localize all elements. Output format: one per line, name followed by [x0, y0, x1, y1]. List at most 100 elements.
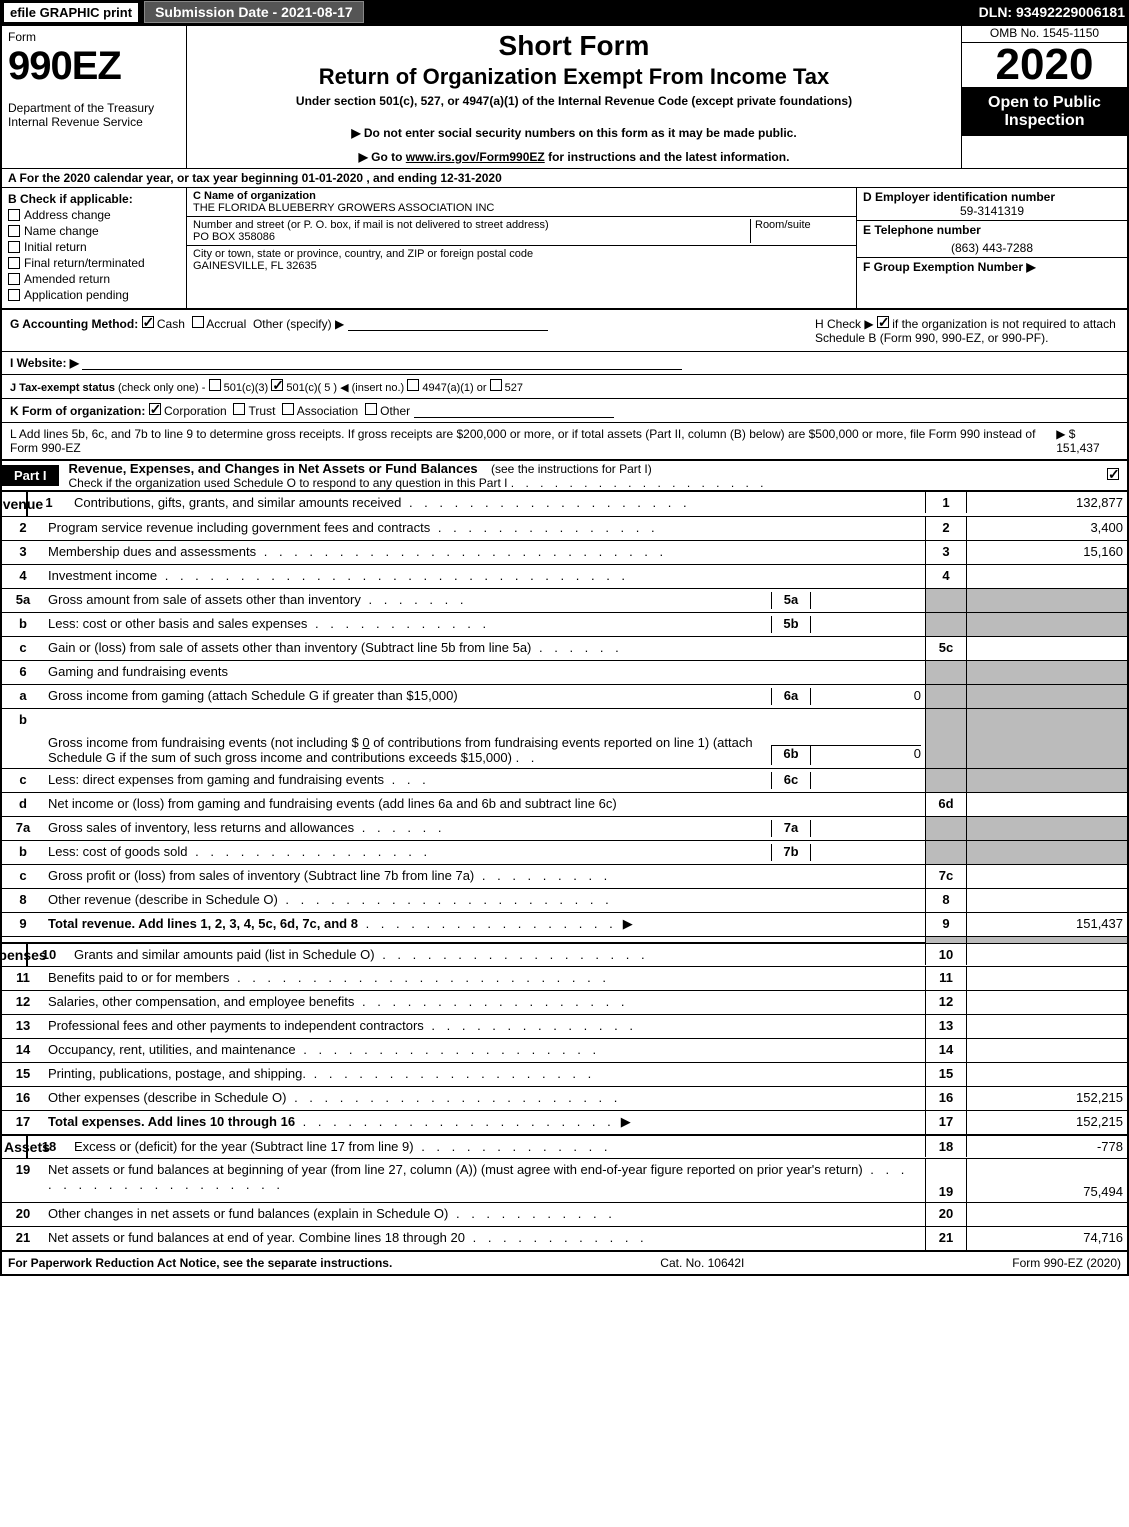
- revenue-side-label: Revenue: [0, 496, 43, 512]
- desc-20: Other changes in net assets or fund bala…: [48, 1206, 448, 1221]
- label-association: Association: [297, 404, 358, 418]
- sub-amt-5a: [811, 592, 921, 609]
- f-label: F Group Exemption Number ▶: [863, 260, 1121, 274]
- checkbox-association[interactable]: [282, 403, 294, 415]
- section-i: I Website: ▶: [2, 352, 1127, 375]
- submission-date-button[interactable]: Submission Date - 2021-08-17: [144, 1, 364, 23]
- amt-16: 152,215: [967, 1087, 1127, 1110]
- ln-4: 4: [2, 565, 44, 588]
- efile-print-button[interactable]: efile GRAPHIC print: [4, 3, 138, 22]
- label-other: Other (specify) ▶: [253, 317, 344, 331]
- checkbox-corporation[interactable]: [149, 403, 161, 415]
- checkbox-other-org[interactable]: [365, 403, 377, 415]
- k-label: K Form of organization:: [10, 404, 145, 418]
- org-info-grid: B Check if applicable: Address change Na…: [0, 187, 1129, 310]
- checkbox-4947[interactable]: [407, 379, 419, 391]
- checkbox-application-pending[interactable]: [8, 289, 20, 301]
- part1-header: Part I Revenue, Expenses, and Changes in…: [0, 461, 1129, 492]
- checkbox-amended-return[interactable]: [8, 273, 20, 285]
- checkbox-501c[interactable]: [271, 379, 283, 391]
- section-k: K Form of organization: Corporation Trus…: [2, 399, 1127, 423]
- col-5a-shade: [925, 589, 967, 612]
- row-2: 2 Program service revenue including gove…: [2, 516, 1127, 540]
- top-bar-left: efile GRAPHIC print Submission Date - 20…: [4, 1, 364, 23]
- sub-n-5a: 5a: [771, 592, 811, 609]
- ln-5a: 5a: [2, 589, 44, 612]
- col-3: 3: [925, 541, 967, 564]
- row-6b: b Gross income from fundraising events (…: [2, 708, 1127, 768]
- ln-11: 11: [2, 967, 44, 990]
- desc-11: Benefits paid to or for members: [48, 970, 229, 985]
- amt-14: [967, 1039, 1127, 1062]
- row-7a: 7a Gross sales of inventory, less return…: [2, 816, 1127, 840]
- amt-2: 3,400: [967, 517, 1127, 540]
- section-def: D Employer identification number 59-3141…: [857, 188, 1127, 308]
- j-small: (check only one) -: [118, 382, 205, 394]
- checkbox-name-change[interactable]: [8, 225, 20, 237]
- sub-n-6c: 6c: [771, 772, 811, 789]
- ln-13: 13: [2, 1015, 44, 1038]
- amt-5c: [967, 637, 1127, 660]
- sub-n-7b: 7b: [771, 844, 811, 861]
- row-20: 20 Other changes in net assets or fund b…: [2, 1202, 1127, 1226]
- other-specify-input[interactable]: [348, 317, 548, 331]
- dots: . . . . . . . . . . . . . . . . . .: [511, 476, 768, 490]
- amt-1: 132,877: [967, 492, 1127, 513]
- goto-link[interactable]: www.irs.gov/Form990EZ: [406, 150, 545, 164]
- header-center: Short Form Return of Organization Exempt…: [187, 26, 962, 168]
- d-label: D Employer identification number: [863, 190, 1121, 204]
- amt-7c: [967, 865, 1127, 888]
- col-7c: 7c: [925, 865, 967, 888]
- row-6a: a Gross income from gaming (attach Sched…: [2, 684, 1127, 708]
- row-7c: c Gross profit or (loss) from sales of i…: [2, 864, 1127, 888]
- dln-text: DLN: 93492229006181: [979, 4, 1125, 20]
- label-527: 527: [505, 382, 523, 394]
- fill-6b: 0: [362, 735, 369, 750]
- checkbox-schedule-o[interactable]: [1107, 468, 1119, 480]
- row-4: 4 Investment income . . . . . . . . . . …: [2, 564, 1127, 588]
- section-h: H Check ▶ if the organization is not req…: [807, 310, 1127, 351]
- amt-7b-shade: [967, 841, 1127, 864]
- other-org-input[interactable]: [414, 404, 614, 418]
- amt-6a-shade: [967, 685, 1127, 708]
- c-street-label: Number and street (or P. O. box, if mail…: [193, 219, 549, 231]
- checkbox-accrual[interactable]: [192, 316, 204, 328]
- row-5c: c Gain or (loss) from sale of assets oth…: [2, 636, 1127, 660]
- checkbox-527[interactable]: [490, 379, 502, 391]
- sub-n-7a: 7a: [771, 820, 811, 837]
- desc-5c: Gain or (loss) from sale of assets other…: [48, 640, 531, 655]
- ghij-section: G Accounting Method: Cash Accrual Other …: [0, 310, 1129, 461]
- footer-left: For Paperwork Reduction Act Notice, see …: [8, 1256, 392, 1270]
- sub-amt-7a: [811, 820, 921, 837]
- part1-table: Revenue 1 Contributions, gifts, grants, …: [0, 492, 1129, 1252]
- amt-5b-shade: [967, 613, 1127, 636]
- checkbox-schedule-b[interactable]: [877, 316, 889, 328]
- col-18: 18: [925, 1136, 967, 1157]
- sub-n-6b: 6b: [771, 745, 811, 765]
- amt-12: [967, 991, 1127, 1014]
- checkbox-initial-return[interactable]: [8, 241, 20, 253]
- desc-8: Other revenue (describe in Schedule O): [48, 892, 278, 907]
- checkbox-trust[interactable]: [233, 403, 245, 415]
- label-other-org: Other: [380, 404, 410, 418]
- row-14: 14 Occupancy, rent, utilities, and maint…: [2, 1038, 1127, 1062]
- checkbox-address-change[interactable]: [8, 209, 20, 221]
- phone-value: (863) 443-7288: [863, 241, 1121, 255]
- row-17: 17 Total expenses. Add lines 10 through …: [2, 1110, 1127, 1134]
- ln-5c: c: [2, 637, 44, 660]
- l-amount: ▶ $ 151,437: [1056, 427, 1119, 455]
- checkbox-cash[interactable]: [142, 316, 154, 328]
- ln-9: 9: [2, 913, 44, 936]
- row-12: 12 Salaries, other compensation, and emp…: [2, 990, 1127, 1014]
- tax-year: 2020: [962, 43, 1127, 88]
- i-label: I Website: ▶: [10, 356, 79, 370]
- col-10: 10: [925, 944, 967, 965]
- amt-4: [967, 565, 1127, 588]
- goto-prefix: ▶ Go to: [359, 150, 406, 164]
- desc-18: Excess or (deficit) for the year (Subtra…: [74, 1139, 414, 1154]
- row-9: 9 Total revenue. Add lines 1, 2, 3, 4, 5…: [2, 912, 1127, 936]
- checkbox-final-return[interactable]: [8, 257, 20, 269]
- website-input[interactable]: [82, 356, 682, 370]
- row-gap: [2, 936, 1127, 942]
- checkbox-501c3[interactable]: [209, 379, 221, 391]
